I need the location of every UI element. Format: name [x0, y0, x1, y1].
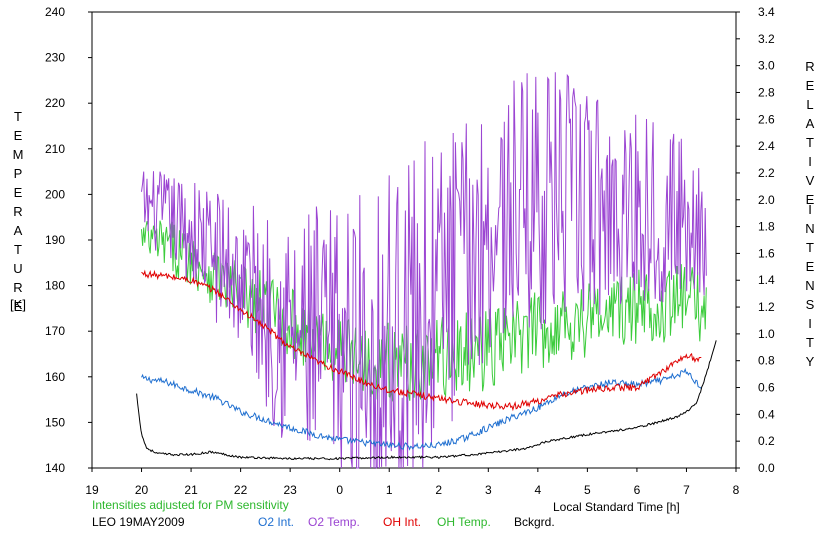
right-tick-label: 2.0: [758, 193, 775, 207]
x-tick-label: 22: [234, 483, 248, 497]
x-tick-label: 19: [85, 483, 99, 497]
left-axis-title-letter: E: [14, 299, 23, 314]
right-axis-title-letter: T: [806, 135, 814, 150]
x-tick-label: 4: [535, 483, 542, 497]
legend-o2-int: O2 Int.: [258, 515, 294, 529]
right-tick-label: 0.6: [758, 381, 775, 395]
right-axis-title-letter: E: [806, 259, 815, 274]
left-axis-unit: [K]: [10, 297, 26, 312]
x-tick-label: 6: [634, 483, 641, 497]
x-tick-label: 20: [135, 483, 149, 497]
sensitivity-note: Intensities adjusted for PM sensitivity: [92, 498, 289, 512]
right-axis-title-letter: I: [808, 154, 812, 169]
legend-o2-temp: O2 Temp.: [308, 515, 360, 529]
left-axis-title-letter: T: [14, 242, 22, 257]
right-tick-label: 3.2: [758, 32, 775, 46]
x-tick-label: 8: [733, 483, 740, 497]
right-axis-title-letter: T: [806, 240, 814, 255]
right-axis-title-letter: N: [805, 221, 814, 236]
series-o2-int-line: [141, 367, 702, 451]
x-axis-label: Local Standard Time [h]: [553, 500, 680, 514]
right-tick-label: 3.0: [758, 59, 775, 73]
series-bckgrd-line: [136, 340, 717, 461]
right-tick-label: 0.2: [758, 434, 775, 448]
left-axis-title-letter: U: [13, 261, 22, 276]
right-tick-label: 1.6: [758, 246, 775, 260]
x-tick-label: 0: [336, 483, 343, 497]
right-axis-title-letter: E: [806, 192, 815, 207]
x-tick-label: 5: [584, 483, 591, 497]
station-date-label: LEO 19MAY2009: [92, 515, 185, 529]
left-tick-label: 210: [45, 142, 65, 156]
left-tick-label: 150: [45, 415, 65, 429]
left-axis-title-letter: E: [14, 185, 23, 200]
right-axis-title-letter: S: [806, 297, 815, 312]
right-axis-title-letter: I: [808, 202, 812, 217]
left-tick-label: 170: [45, 324, 65, 338]
left-axis-title-letter: M: [13, 147, 24, 162]
right-axis-title-letter: A: [806, 116, 815, 131]
legend-bckgrd: Bckgrd.: [514, 515, 555, 529]
right-tick-label: 0.4: [758, 407, 775, 421]
series-o2-temp-line: [141, 72, 707, 470]
right-tick-label: 1.4: [758, 273, 775, 287]
right-tick-label: 2.4: [758, 139, 775, 153]
left-tick-label: 200: [45, 187, 65, 201]
left-axis-ticks: 140 150 160 170 180 190 200 210 220 230 240: [45, 5, 92, 475]
right-tick-label: 1.2: [758, 300, 775, 314]
x-tick-label: 2: [435, 483, 442, 497]
series-oh-int-line: [141, 269, 702, 412]
series-layer: [136, 72, 717, 470]
legend-oh-int: OH Int.: [383, 515, 421, 529]
left-tick-label: 240: [45, 5, 65, 19]
right-tick-label: 3.4: [758, 5, 775, 19]
left-axis-title-letter: R: [13, 280, 22, 295]
left-tick-label: 180: [45, 279, 65, 293]
right-tick-label: 0.0: [758, 461, 775, 475]
left-axis-title-letter: T: [14, 109, 22, 124]
left-tick-label: 190: [45, 233, 65, 247]
x-tick-label: 3: [485, 483, 492, 497]
legend-oh-temp: OH Temp.: [437, 515, 491, 529]
x-tick-label: 23: [283, 483, 297, 497]
right-tick-label: 1.0: [758, 327, 775, 341]
left-axis-title-letter: E: [14, 128, 23, 143]
right-axis-title-letter: L: [806, 97, 813, 112]
right-axis-ticks: 0.0 0.2 0.4 0.6 0.8 1.0 1.2 1.4 1.6 1.8 2.0 2.2 2.4 2…: [736, 5, 775, 475]
left-axis-title-letter: P: [14, 166, 23, 181]
x-axis-ticks: 19 20 21 22 23 0 1 2 3 4 5 6 7 8: [85, 468, 740, 497]
left-axis-title-letter: R: [13, 204, 22, 219]
right-axis-title-letter: I: [808, 316, 812, 331]
right-tick-label: 0.8: [758, 354, 775, 368]
right-tick-label: 2.6: [758, 112, 775, 126]
right-axis-title-letter: V: [806, 173, 815, 188]
right-axis-title-letter: E: [806, 78, 815, 93]
right-tick-label: 2.8: [758, 85, 775, 99]
right-tick-label: 2.2: [758, 166, 775, 180]
x-tick-label: 1: [386, 483, 393, 497]
right-axis-title-letter: N: [805, 278, 814, 293]
right-axis-title-letter: Y: [806, 354, 815, 369]
right-axis-title-letter: T: [806, 335, 814, 350]
left-axis-title-letter: A: [14, 223, 23, 238]
right-axis-title-letter: R: [805, 59, 814, 74]
x-tick-label: 21: [184, 483, 198, 497]
left-tick-label: 230: [45, 51, 65, 65]
right-tick-label: 1.8: [758, 220, 775, 234]
left-tick-label: 160: [45, 370, 65, 384]
left-tick-label: 140: [45, 461, 65, 475]
x-tick-label: 7: [683, 483, 690, 497]
left-tick-label: 220: [45, 96, 65, 110]
